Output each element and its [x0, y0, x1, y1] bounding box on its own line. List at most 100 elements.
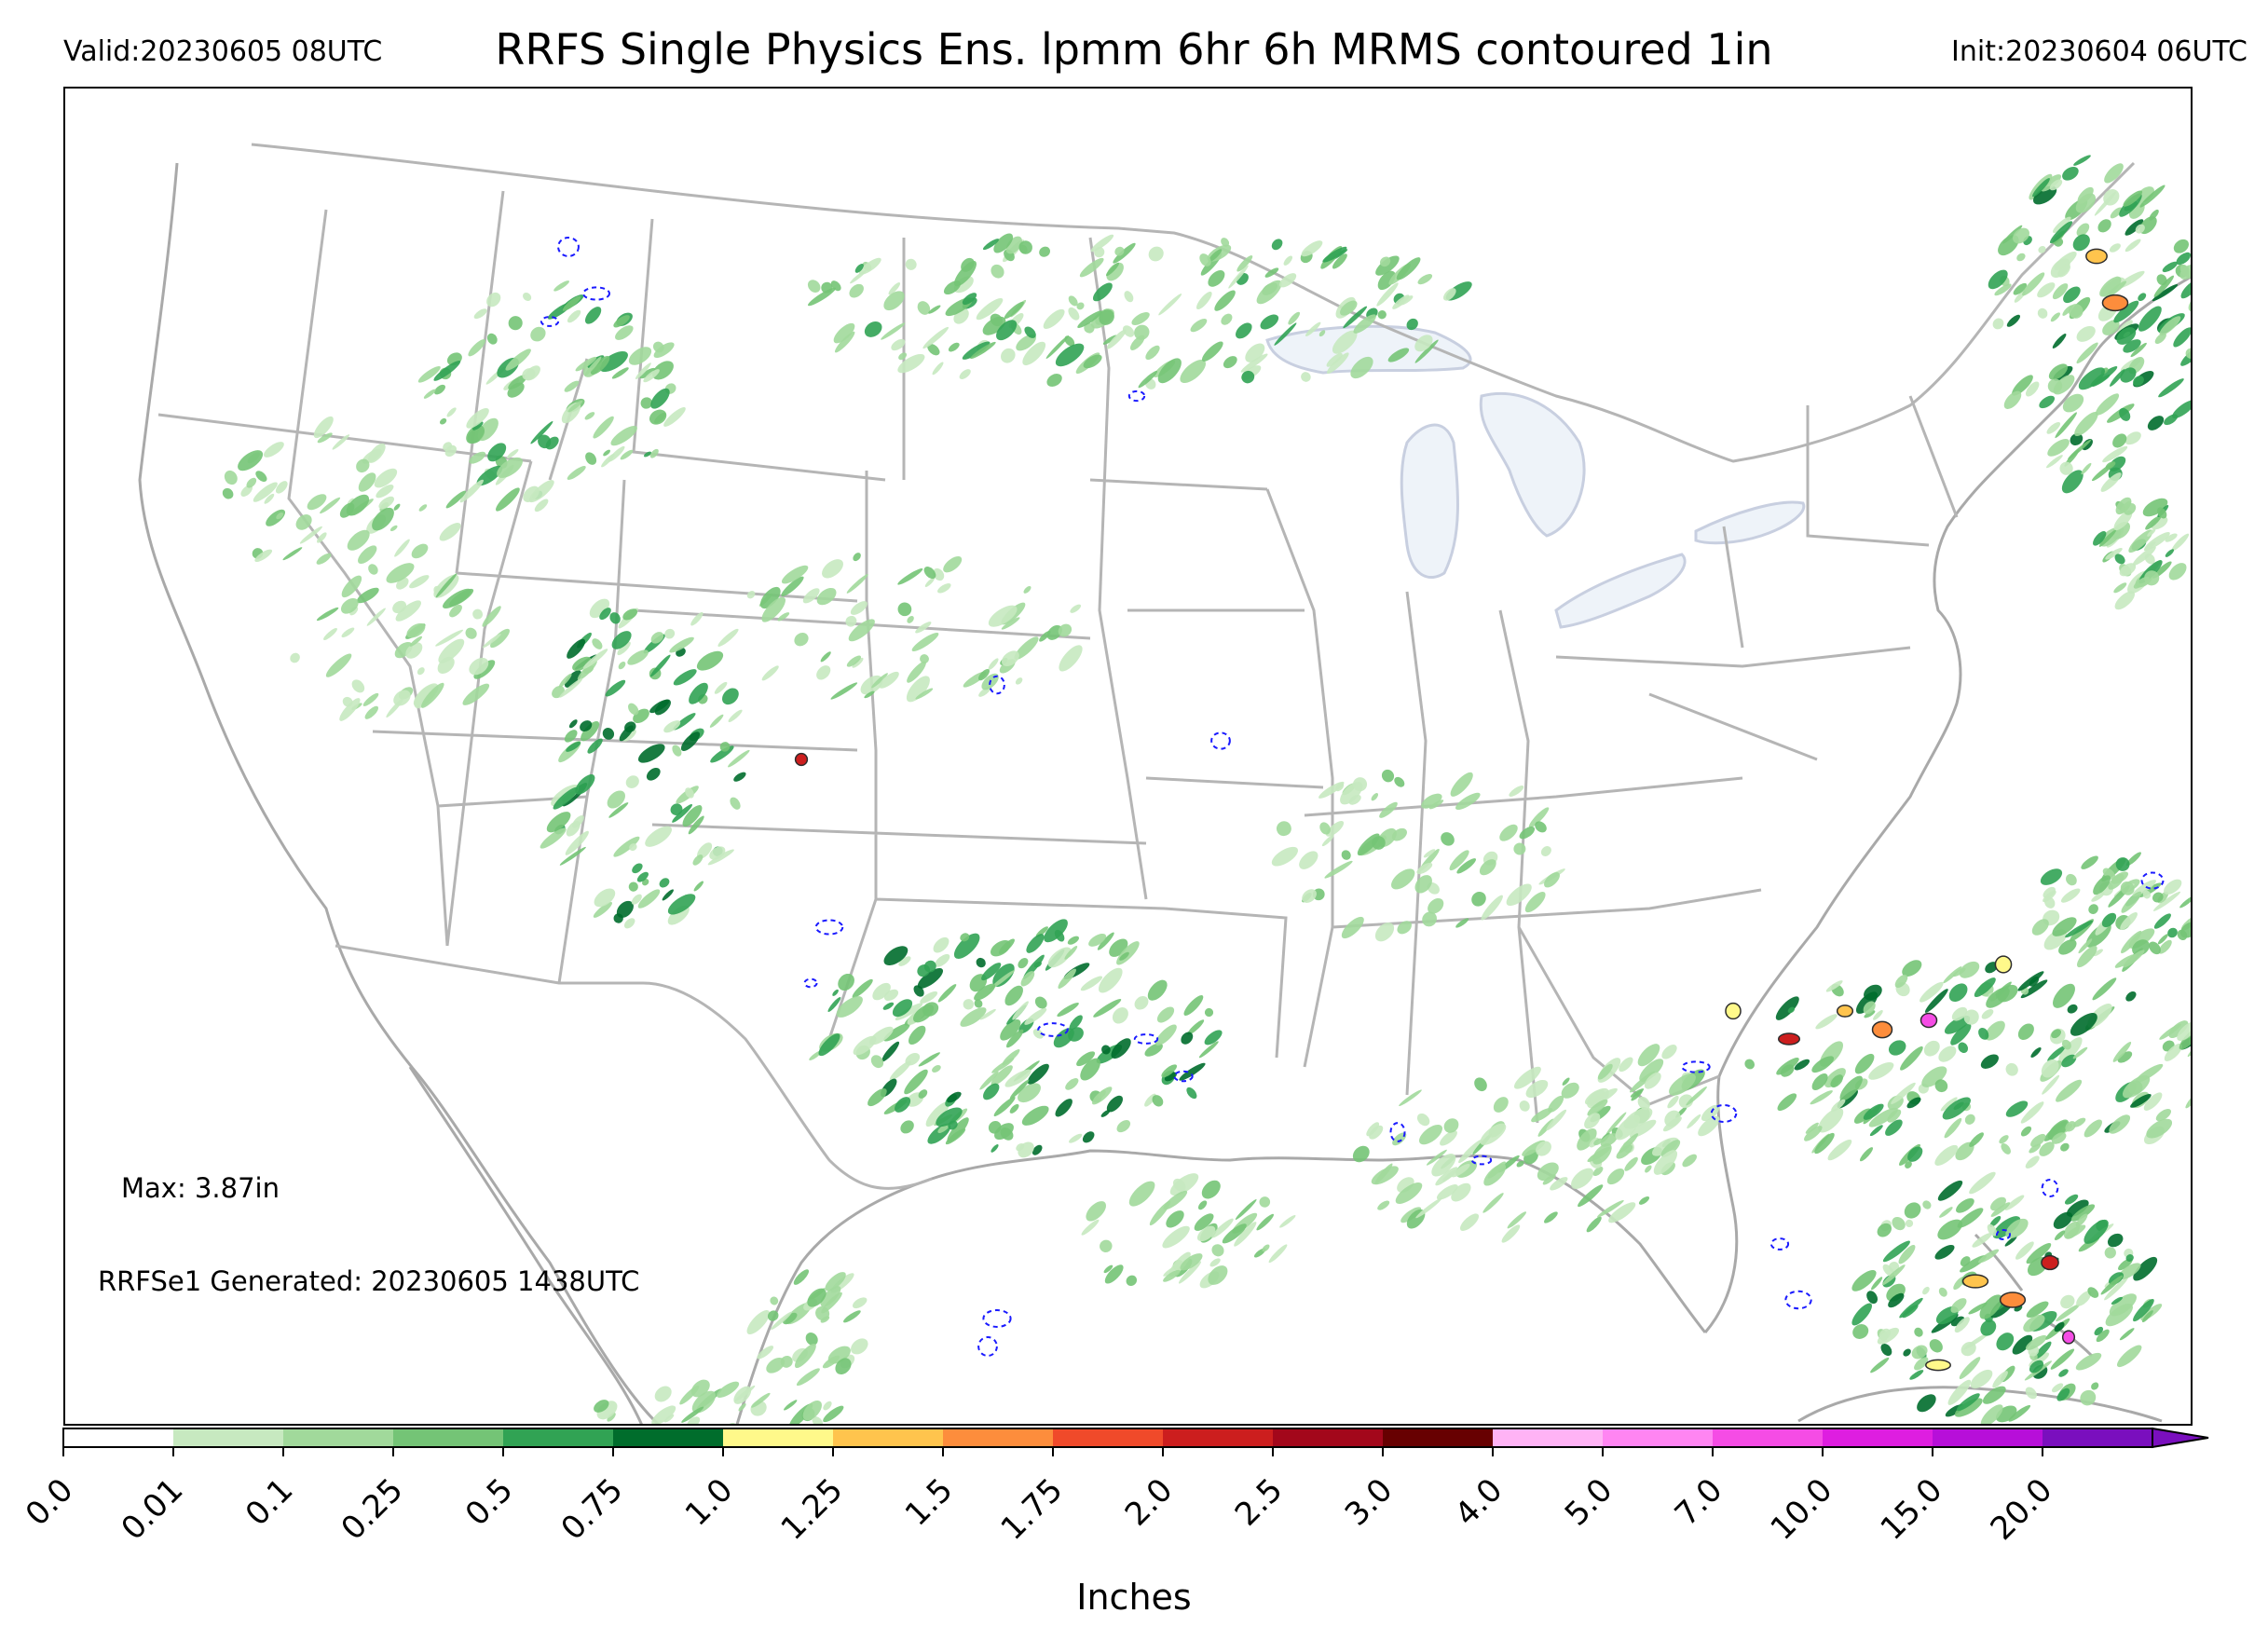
precip-cell	[881, 1041, 900, 1062]
precip-cell	[2061, 1039, 2071, 1050]
precip-cell	[1264, 267, 1279, 278]
precip-cell	[632, 863, 643, 874]
precip-cell	[423, 389, 436, 399]
precip-cell	[1606, 1168, 1625, 1185]
precip-cell	[870, 1055, 884, 1069]
precip-cell	[1863, 1001, 1876, 1015]
precip-cell	[2041, 174, 2062, 192]
precip-cell	[1900, 1046, 1923, 1071]
colorbar-tick-label: 0.75	[554, 1471, 631, 1548]
precip-cell	[1924, 989, 1948, 1013]
precip-cell	[592, 638, 603, 649]
precip-cell	[559, 846, 586, 866]
precip-cell	[1377, 1200, 1390, 1210]
precip-cell	[1814, 1132, 1835, 1155]
lake-erie	[1554, 553, 1687, 629]
precip-cell	[974, 983, 996, 1001]
precip-cell	[2025, 1155, 2040, 1169]
precip-cell	[818, 1033, 840, 1057]
precip-cell	[2017, 971, 2044, 991]
precip-cell	[1183, 995, 1204, 1016]
precip-cell	[883, 291, 905, 311]
precip-cell	[2130, 1094, 2152, 1108]
precip-cell	[564, 670, 581, 688]
precip-cell	[918, 1052, 940, 1067]
precip-cell	[1442, 288, 1456, 301]
precip-cell	[979, 1008, 996, 1020]
precip-cell	[1260, 314, 1279, 330]
colorbar-tick-label: 2.0	[1118, 1471, 1181, 1534]
precip-cell	[1138, 370, 1158, 389]
precip-cell	[948, 1120, 958, 1130]
precip-cell	[611, 631, 632, 649]
precip-cell	[905, 258, 917, 270]
precip-cell	[2078, 367, 2106, 390]
precip-cell	[654, 699, 671, 716]
precip-cell	[2146, 1118, 2173, 1139]
precip-cell	[872, 982, 891, 1001]
precip-cell	[2104, 163, 2124, 184]
colorbar-swatch	[393, 1428, 504, 1447]
precip-cell	[1963, 1009, 1979, 1025]
lake-michigan	[1400, 423, 1459, 579]
precip-cell	[1092, 282, 1113, 302]
precip-cell	[1179, 1062, 1206, 1081]
precip-cell	[618, 661, 626, 670]
precip-cell	[1119, 951, 1129, 961]
precip-cell	[487, 443, 507, 462]
precip-cell	[1942, 1097, 1971, 1120]
precip-cell	[2077, 186, 2094, 204]
precip-cell	[2123, 190, 2143, 207]
precip-cell	[587, 738, 603, 754]
precip-cell	[652, 361, 674, 380]
precip-cell	[2112, 433, 2127, 448]
precip-cell	[594, 888, 616, 908]
precip-cell	[1964, 1114, 1975, 1125]
precip-cell	[1082, 1131, 1095, 1143]
precip-cell	[669, 636, 694, 653]
precip-cell	[523, 293, 532, 301]
precip-cell	[979, 1071, 999, 1090]
precip-cell	[609, 612, 621, 624]
precip-cell	[1076, 302, 1085, 310]
precip-cell	[593, 416, 614, 439]
precip-cell	[2152, 284, 2179, 302]
precip-cell	[1544, 1211, 1558, 1223]
precip-cell	[2112, 1041, 2132, 1062]
precip-cell	[2125, 239, 2141, 253]
precip-cell	[1988, 269, 2008, 290]
precip-cell	[2029, 1143, 2042, 1154]
precip-cell	[2109, 243, 2121, 253]
colorbar-swatch	[2043, 1428, 2153, 1447]
precip-cell	[2185, 1087, 2191, 1109]
precip-cell	[530, 420, 553, 444]
precip-cell	[833, 322, 855, 344]
precip-cell	[692, 854, 704, 866]
precip-cell	[1863, 1103, 1884, 1120]
precip-cell	[709, 714, 724, 728]
precip-cell	[567, 638, 586, 659]
precip-cell	[599, 608, 611, 621]
colorbar-swatch	[613, 1428, 724, 1447]
precip-cell	[439, 417, 447, 425]
precip-cell	[2138, 306, 2162, 332]
precip-cell	[635, 362, 651, 379]
precip-cell	[2177, 1021, 2191, 1042]
precip-cell	[1442, 1168, 1458, 1182]
precip-cell	[636, 871, 649, 882]
precip-cell	[1519, 1100, 1530, 1112]
precip-cell	[1187, 1019, 1205, 1035]
precip-cell	[1152, 1095, 1164, 1107]
precip-cell	[1027, 1063, 1049, 1085]
precip-cell	[1018, 958, 1029, 969]
precip-cell	[566, 821, 581, 837]
precip-cell	[2109, 1114, 2131, 1134]
precip-cell	[1018, 1141, 1034, 1158]
precip-cell	[1948, 983, 1968, 1002]
precip-cell	[553, 280, 569, 292]
precip-cell	[508, 316, 523, 331]
precip-cell	[1352, 1145, 1370, 1163]
precip-cell	[2092, 374, 2111, 387]
precip-cell	[1228, 265, 1249, 289]
precip-cell	[728, 749, 750, 768]
